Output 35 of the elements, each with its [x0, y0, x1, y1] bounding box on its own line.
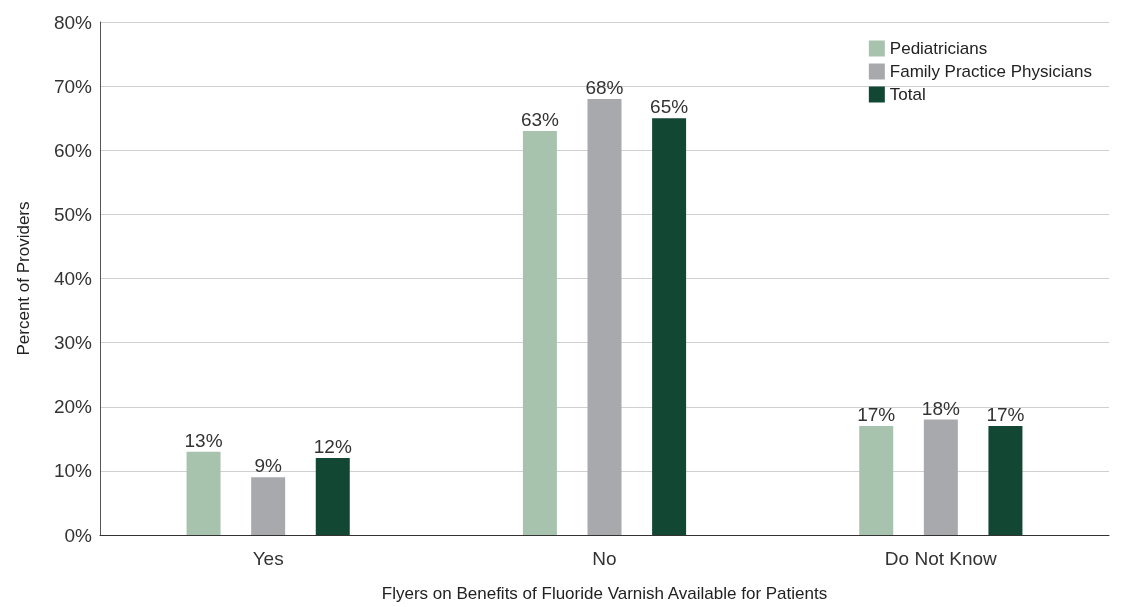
y-tick-label: 10%	[53, 460, 93, 482]
bar	[251, 477, 286, 535]
data-label: 18%	[921, 397, 960, 419]
data-label: 13%	[184, 429, 223, 451]
legend-label: Family Practice Physicians	[889, 62, 1093, 81]
y-tick-label: 80%	[53, 11, 93, 33]
data-label: 68%	[585, 76, 624, 98]
data-label: 12%	[313, 436, 352, 458]
bar	[859, 425, 894, 535]
y-tick-label: 60%	[53, 139, 93, 161]
bar	[522, 131, 557, 535]
legend-label: Total	[889, 85, 926, 104]
x-tick-label: Yes	[252, 548, 284, 569]
y-tick-label: 50%	[53, 203, 93, 225]
bar	[652, 118, 687, 535]
x-tick-label: Do Not Know	[884, 548, 998, 569]
bar	[988, 425, 1023, 535]
data-label: 65%	[650, 96, 689, 118]
data-label: 17%	[986, 403, 1025, 425]
y-tick-label: 40%	[53, 268, 93, 289]
data-label: 17%	[857, 403, 896, 425]
x-tick-label: No	[592, 548, 617, 569]
y-tick-label: 30%	[53, 332, 93, 354]
bar	[923, 419, 958, 535]
bar	[315, 458, 350, 535]
bar	[587, 98, 622, 535]
bar	[186, 451, 221, 535]
y-tick-label: 20%	[53, 396, 93, 418]
x-axis-title: Flyers on Benefits of Fluoride Varnish Available for Patients	[381, 584, 828, 603]
y-tick-label: 70%	[53, 75, 93, 97]
data-label: 63%	[520, 109, 560, 131]
data-label: 9%	[254, 455, 282, 477]
legend-label: Pediatricians	[889, 39, 988, 58]
y-tick-label: 0%	[64, 524, 93, 546]
y-axis-title: Percent of Providers	[14, 201, 33, 356]
